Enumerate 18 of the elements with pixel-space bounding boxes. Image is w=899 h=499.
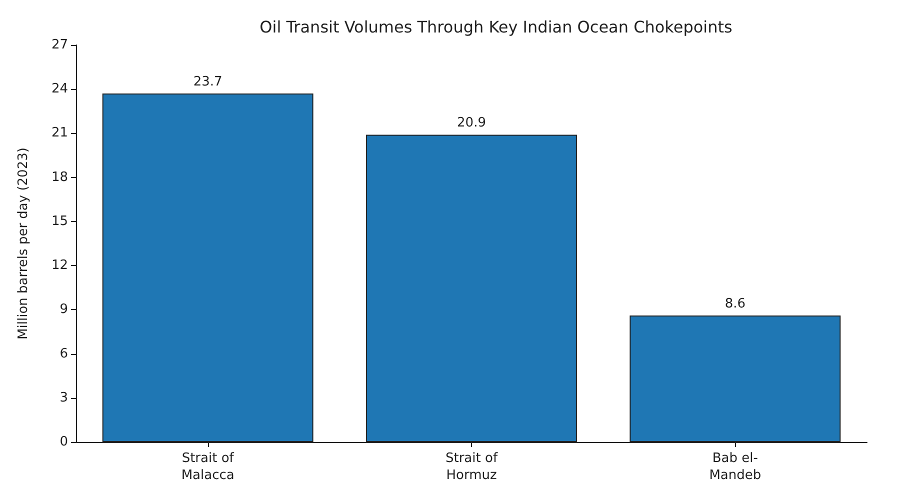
chart-title: Oil Transit Volumes Through Key Indian Ocean Chokepoints xyxy=(260,18,732,36)
y-tick-label: 0 xyxy=(60,434,68,450)
data-label: 20.9 xyxy=(457,116,486,131)
y-tick-label: 24 xyxy=(51,82,68,97)
y-tick-label: 3 xyxy=(60,390,68,406)
y-tick-label: 9 xyxy=(60,302,68,318)
y-tick-label: 27 xyxy=(51,38,68,52)
y-tick-label: 21 xyxy=(51,126,68,141)
x-tick-label: Strait of Hormuz xyxy=(445,451,498,483)
x-tick-label: Bab el-Mandeb xyxy=(709,451,762,483)
y-axis-title: Million barrels per day (2023) xyxy=(16,148,31,340)
data-label: 8.6 xyxy=(724,296,746,312)
data-label: 23.7 xyxy=(193,74,222,90)
y-tick-label: 15 xyxy=(51,214,68,229)
y-tick-label: 12 xyxy=(51,258,68,274)
y-tick-label: 6 xyxy=(60,346,68,362)
x-tick-label: Strait of Malacca xyxy=(181,451,234,483)
y-tick-label: 18 xyxy=(51,170,68,185)
